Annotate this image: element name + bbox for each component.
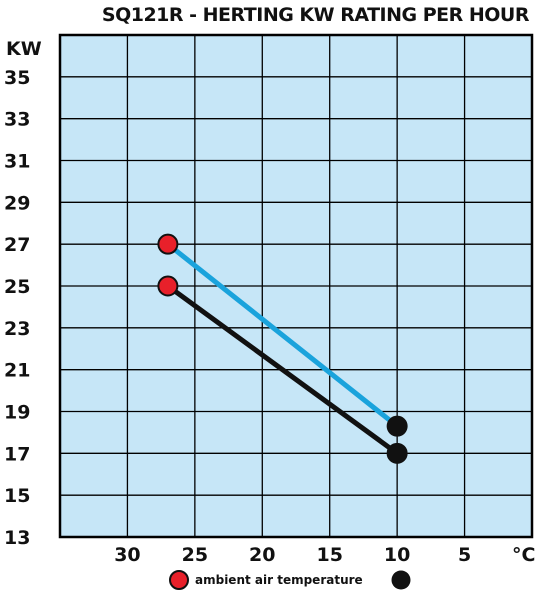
y-tick-label: 15: [4, 485, 30, 507]
x-tick-label: 15: [316, 544, 342, 566]
y-tick-label: 33: [4, 109, 30, 131]
series-line-1: [165, 283, 400, 456]
y-tick-label: 19: [4, 402, 30, 424]
plot-border: [58, 33, 534, 539]
y-tick-label: 35: [4, 67, 30, 89]
x-tick-label: 30: [114, 544, 140, 566]
y-tick-label: 23: [4, 318, 30, 340]
series-line-0: [165, 241, 400, 429]
series-lines: [165, 241, 400, 456]
data-markers: [157, 233, 408, 464]
y-tick-label: 17: [4, 443, 30, 465]
data-point-marker: [157, 275, 179, 297]
grid-lines: [60, 35, 532, 538]
data-point-marker: [157, 233, 179, 255]
y-tick-label: 25: [4, 276, 30, 298]
x-tick-label: 25: [182, 544, 208, 566]
chart-title: SQ121R - HERTING KW RATING PER HOUR: [101, 4, 530, 26]
x-axis-label: °C: [512, 544, 535, 566]
y-axis-label: KW: [6, 38, 42, 60]
data-point-marker: [386, 415, 408, 437]
legend-label: ambient air temperature: [195, 573, 363, 587]
y-tick-label: 29: [4, 192, 30, 214]
legend-red-marker: [169, 570, 189, 590]
y-tick-label: 31: [4, 151, 30, 173]
legend-black-marker: [391, 570, 411, 590]
x-tick-labels: 30 25 20 15 10 5: [114, 544, 471, 566]
x-tick-label: 5: [458, 544, 471, 566]
x-tick-label: 20: [249, 544, 275, 566]
y-tick-label: 13: [4, 527, 30, 549]
y-tick-label: 27: [4, 234, 30, 256]
data-point-marker: [386, 442, 408, 464]
x-tick-label: 10: [384, 544, 410, 566]
y-tick-label: 21: [4, 360, 30, 382]
legend: ambient air temperature: [169, 570, 411, 590]
y-tick-labels: 35 33 31 29 27 25 23 21 19 17 15 13: [4, 67, 30, 549]
